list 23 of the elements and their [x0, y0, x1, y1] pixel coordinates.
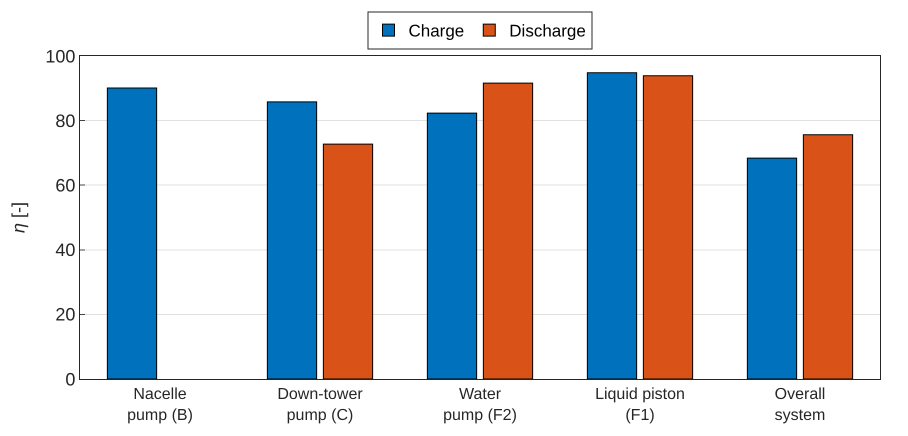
y-axis-title: η [-] — [8, 202, 29, 233]
bar — [586, 72, 638, 379]
x-tick-label: Water pump (F2) — [443, 386, 517, 424]
x-tick-label: Down-tower pump (C) — [277, 386, 364, 424]
bar — [426, 112, 478, 379]
legend-label: Discharge — [509, 22, 586, 41]
x-tick-label: Liquid piston (F1) — [595, 386, 685, 424]
y-tick-label: 100 — [45, 46, 76, 66]
bar — [642, 75, 694, 379]
bar — [802, 134, 854, 379]
y-tick-label: 0 — [65, 369, 76, 390]
x-tick-label: Overall system — [774, 386, 826, 424]
y-tick-label: 80 — [55, 110, 76, 131]
bar — [322, 144, 374, 379]
legend-label: Charge — [408, 22, 464, 41]
y-tick-label: 60 — [55, 176, 76, 196]
y-tick-label: 40 — [55, 240, 76, 260]
bar — [266, 101, 318, 379]
bar — [746, 158, 798, 379]
x-tick-label: Nacelle pump (B) — [127, 386, 193, 424]
y-tick-label: 20 — [55, 304, 76, 325]
bar — [482, 82, 534, 379]
bar — [106, 87, 158, 379]
